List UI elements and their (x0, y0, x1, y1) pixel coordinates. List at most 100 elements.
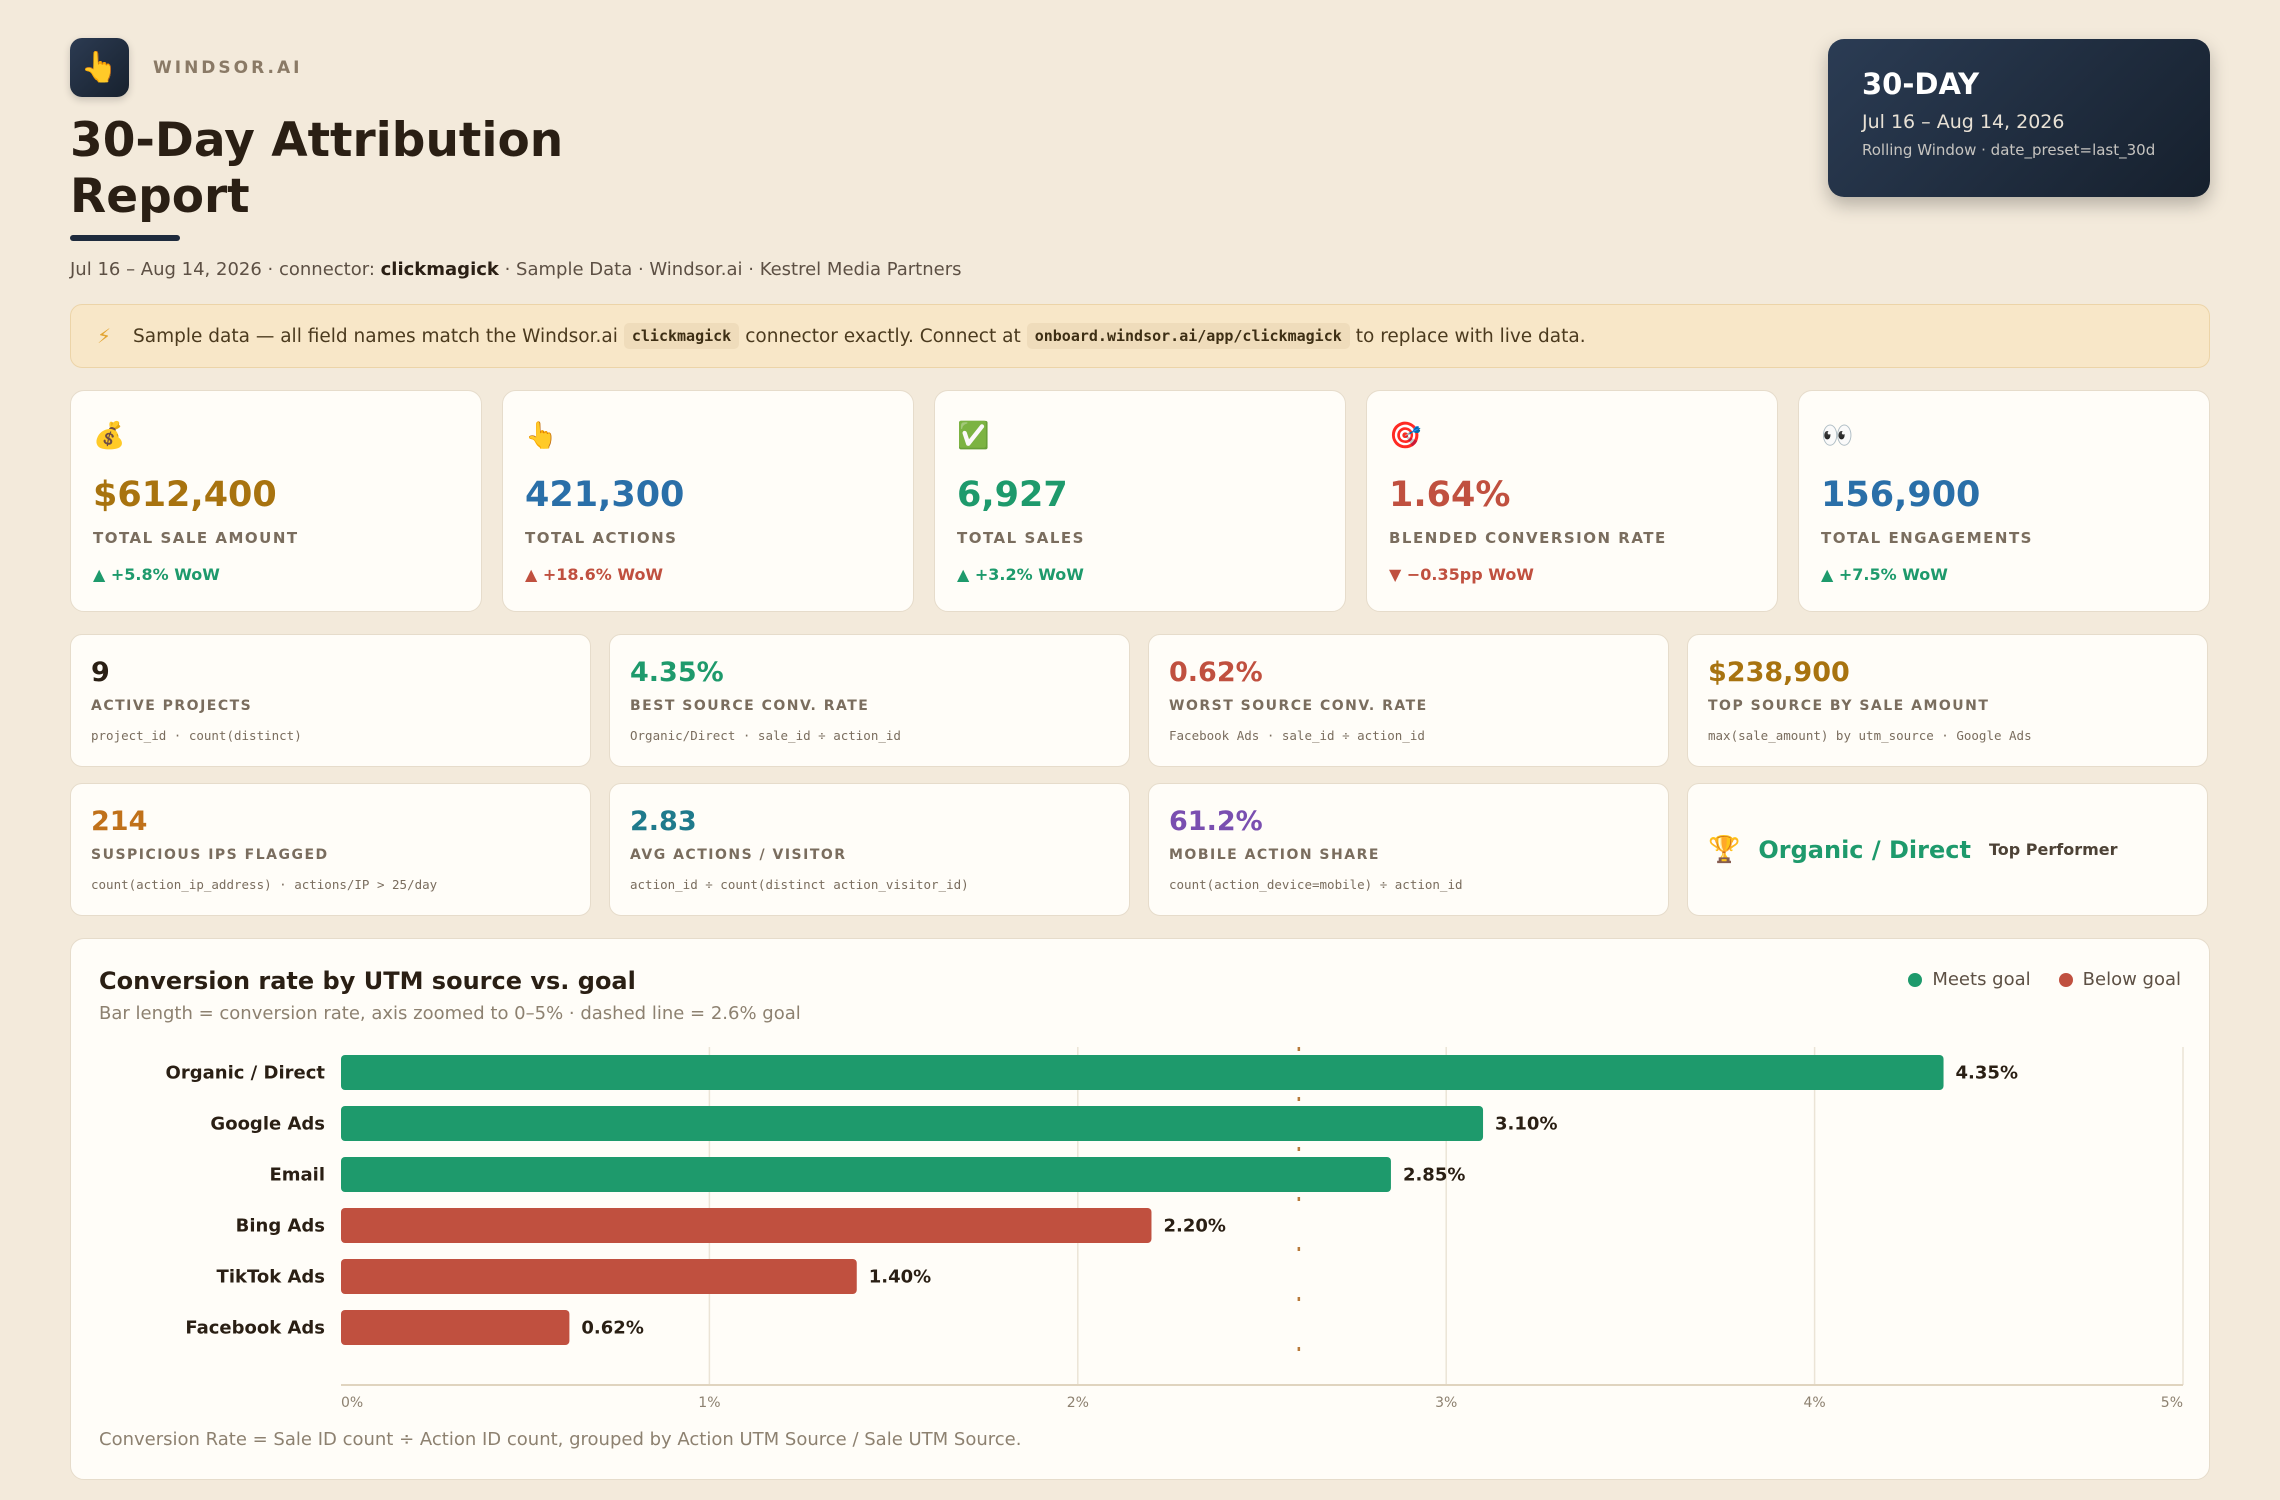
metric-value: 9 (91, 657, 110, 688)
metric-label: AVG ACTIONS / VISITOR (630, 847, 847, 863)
metric-value: 214 (91, 806, 148, 837)
money-bag-icon: 💰 (93, 421, 126, 451)
metric-formula: project_id · count(distinct) (91, 728, 302, 743)
check-mark-icon: ✅ (957, 421, 990, 451)
badge-range: Jul 16 – Aug 14, 2026 (1862, 111, 2065, 133)
badge-title: 30-DAY (1862, 67, 1980, 101)
kpi-delta: ▼ −0.35pp WoW (1389, 565, 1534, 584)
conversion-bar-chart: 0% 1% 2% 3% 4% 5% Organic / Direct 4.35% Google … (166, 1047, 2184, 1411)
metric-value: 61.2% (1169, 806, 1263, 837)
kpi-label: TOTAL ENGAGEMENTS (1821, 529, 2033, 547)
pointing-hand-icon: 👆 (525, 421, 558, 451)
lightning-icon: ⚡ (97, 324, 112, 348)
metric-value: 2.83 (630, 806, 697, 837)
metric-card-best-source: 4.35% BEST SOURCE CONV. RATE Organic/Dir… (609, 634, 1130, 767)
metric-value: 0.62% (1169, 657, 1263, 688)
bar (341, 1106, 1484, 1141)
metric-card-active-projects: 9 ACTIVE PROJECTS project_id · count(dis… (70, 634, 591, 767)
kpi-card-conversion-rate: 🎯 1.64% BLENDED CONVERSION RATE ▼ −0.35p… (1366, 390, 1778, 612)
kpi-label: TOTAL SALES (957, 529, 1085, 547)
kpi-card-engagements: 👀 156,900 TOTAL ENGAGEMENTS ▲ +7.5% WoW (1798, 390, 2210, 612)
metric-value: $238,900 (1708, 657, 1850, 688)
kpi-label: BLENDED CONVERSION RATE (1389, 529, 1667, 547)
metric-label: MOBILE ACTION SHARE (1169, 847, 1380, 863)
metric-label: BEST SOURCE CONV. RATE (630, 698, 870, 714)
top-performer-name: Organic / Direct (1758, 835, 1971, 864)
conversion-chart-card: Conversion rate by UTM source vs. goal B… (70, 938, 2210, 1480)
notice-connector-code: clickmagick (623, 323, 740, 349)
kpi-delta: ▲ +7.5% WoW (1821, 565, 1948, 584)
bar (341, 1157, 1391, 1192)
category-label: TikTok Ads (217, 1267, 325, 1288)
notice-text-1: Sample data — all field names match the … (133, 325, 618, 347)
metric-formula: count(action_ip_address) · actions/IP > … (91, 877, 438, 892)
eyes-icon: 👀 (1821, 421, 1854, 451)
subtitle-connector: clickmagick (380, 259, 499, 280)
chart-footnote: Conversion Rate = Sale ID count ÷ Action… (99, 1429, 1022, 1450)
notice-text-3: to replace with live data. (1355, 325, 1586, 347)
kpi-card-sales: ✅ 6,927 TOTAL SALES ▲ +3.2% WoW (934, 390, 1346, 612)
legend-label-meets: Meets goal (1932, 969, 2031, 990)
metric-formula: count(action_device=mobile) ÷ action_id (1169, 877, 1463, 892)
pointing-hand-icon: 👆 (70, 38, 129, 97)
kpi-value: $612,400 (93, 475, 277, 515)
metric-label: WORST SOURCE CONV. RATE (1169, 698, 1428, 714)
kpi-card-actions: 👆 421,300 TOTAL ACTIONS ▲ +18.6% WoW (502, 390, 914, 612)
category-label: Organic / Direct (166, 1063, 326, 1084)
category-label: Google Ads (210, 1114, 325, 1135)
bar-value-label: 3.10% (1495, 1114, 1557, 1135)
kpi-row: 💰 $612,400 TOTAL SALE AMOUNT ▲ +5.8% WoW… (70, 390, 2210, 612)
trophy-icon: 🏆 (1708, 834, 1741, 865)
x-tick-label: 3% (1435, 1395, 1457, 1411)
title-underline (70, 235, 180, 241)
sample-data-notice: ⚡ Sample data — all field names match th… (70, 304, 2210, 368)
metric-value: 4.35% (630, 657, 724, 688)
legend-swatch-below (2058, 972, 2073, 987)
metric-card-avg-actions: 2.83 AVG ACTIONS / VISITOR action_id ÷ c… (609, 783, 1130, 916)
top-performer-tag: Top Performer (1988, 840, 2118, 859)
page-subtitle: Jul 16 – Aug 14, 2026 · connector: click… (70, 259, 2210, 280)
bar (341, 1310, 570, 1345)
x-tick-label: 2% (1067, 1395, 1089, 1411)
metric-formula: Facebook Ads · sale_id ÷ action_id (1169, 728, 1425, 743)
kpi-label: TOTAL SALE AMOUNT (93, 529, 299, 547)
bar-value-label: 2.85% (1403, 1165, 1465, 1186)
chart-title: Conversion rate by UTM source vs. goal (99, 967, 636, 995)
kpi-value: 156,900 (1821, 475, 1981, 515)
bar (341, 1259, 857, 1294)
report-page: 👆 WINDSOR.AI 30-Day Attribution Report J… (70, 38, 2210, 1480)
legend-item-meets: Meets goal (1908, 969, 2031, 990)
metric-card-mobile-share: 61.2% MOBILE ACTION SHARE count(action_d… (1148, 783, 1669, 916)
kpi-value: 6,927 (957, 475, 1068, 515)
notice-text-2: connector exactly. Connect at (745, 325, 1021, 347)
top-performer-card: 🏆 Organic / Direct Top Performer (1687, 783, 2208, 916)
badge-note: Rolling Window · date_preset=last_30d (1862, 141, 2156, 159)
bar (341, 1208, 1152, 1243)
x-tick-label: 1% (698, 1395, 720, 1411)
metric-label: TOP SOURCE BY SALE AMOUNT (1708, 698, 1990, 714)
kpi-delta: ▲ +5.8% WoW (93, 565, 220, 584)
chart-subtitle: Bar length = conversion rate, axis zoome… (99, 1003, 801, 1024)
bar-value-label: 0.62% (581, 1318, 643, 1339)
page-title: 30-Day Attribution Report (70, 113, 564, 224)
subtitle-suffix: · Sample Data · Windsor.ai · Kestrel Med… (498, 259, 962, 280)
chart-legend: Meets goal Below goal (1908, 969, 2181, 990)
date-range-badge: 30-DAY Jul 16 – Aug 14, 2026 Rolling Win… (1828, 39, 2210, 197)
metric-formula: max(sale_amount) by utm_source · Google … (1708, 728, 2032, 743)
kpi-label: TOTAL ACTIONS (525, 529, 678, 547)
x-tick-label: 0% (341, 1395, 363, 1411)
kpi-delta: ▲ +3.2% WoW (957, 565, 1084, 584)
x-tick-label: 4% (1803, 1395, 1825, 1411)
brand: 👆 WINDSOR.AI (70, 38, 2210, 97)
metric-formula: Organic/Direct · sale_id ÷ action_id (630, 728, 901, 743)
brand-name: WINDSOR.AI (153, 57, 303, 78)
notice-connect-url[interactable]: onboard.windsor.ai/app/clickmagick (1026, 323, 1350, 349)
kpi-delta: ▲ +18.6% WoW (525, 565, 664, 584)
bar-value-label: 2.20% (1163, 1216, 1225, 1237)
kpi-value: 1.64% (1389, 475, 1511, 515)
bar-value-label: 1.40% (869, 1267, 931, 1288)
kpi-card-sale-amount: 💰 $612,400 TOTAL SALE AMOUNT ▲ +5.8% WoW (70, 390, 482, 612)
metric-grid: 9 ACTIVE PROJECTS project_id · count(dis… (70, 634, 2210, 916)
target-icon: 🎯 (1389, 421, 1422, 451)
category-label: Facebook Ads (185, 1318, 325, 1339)
